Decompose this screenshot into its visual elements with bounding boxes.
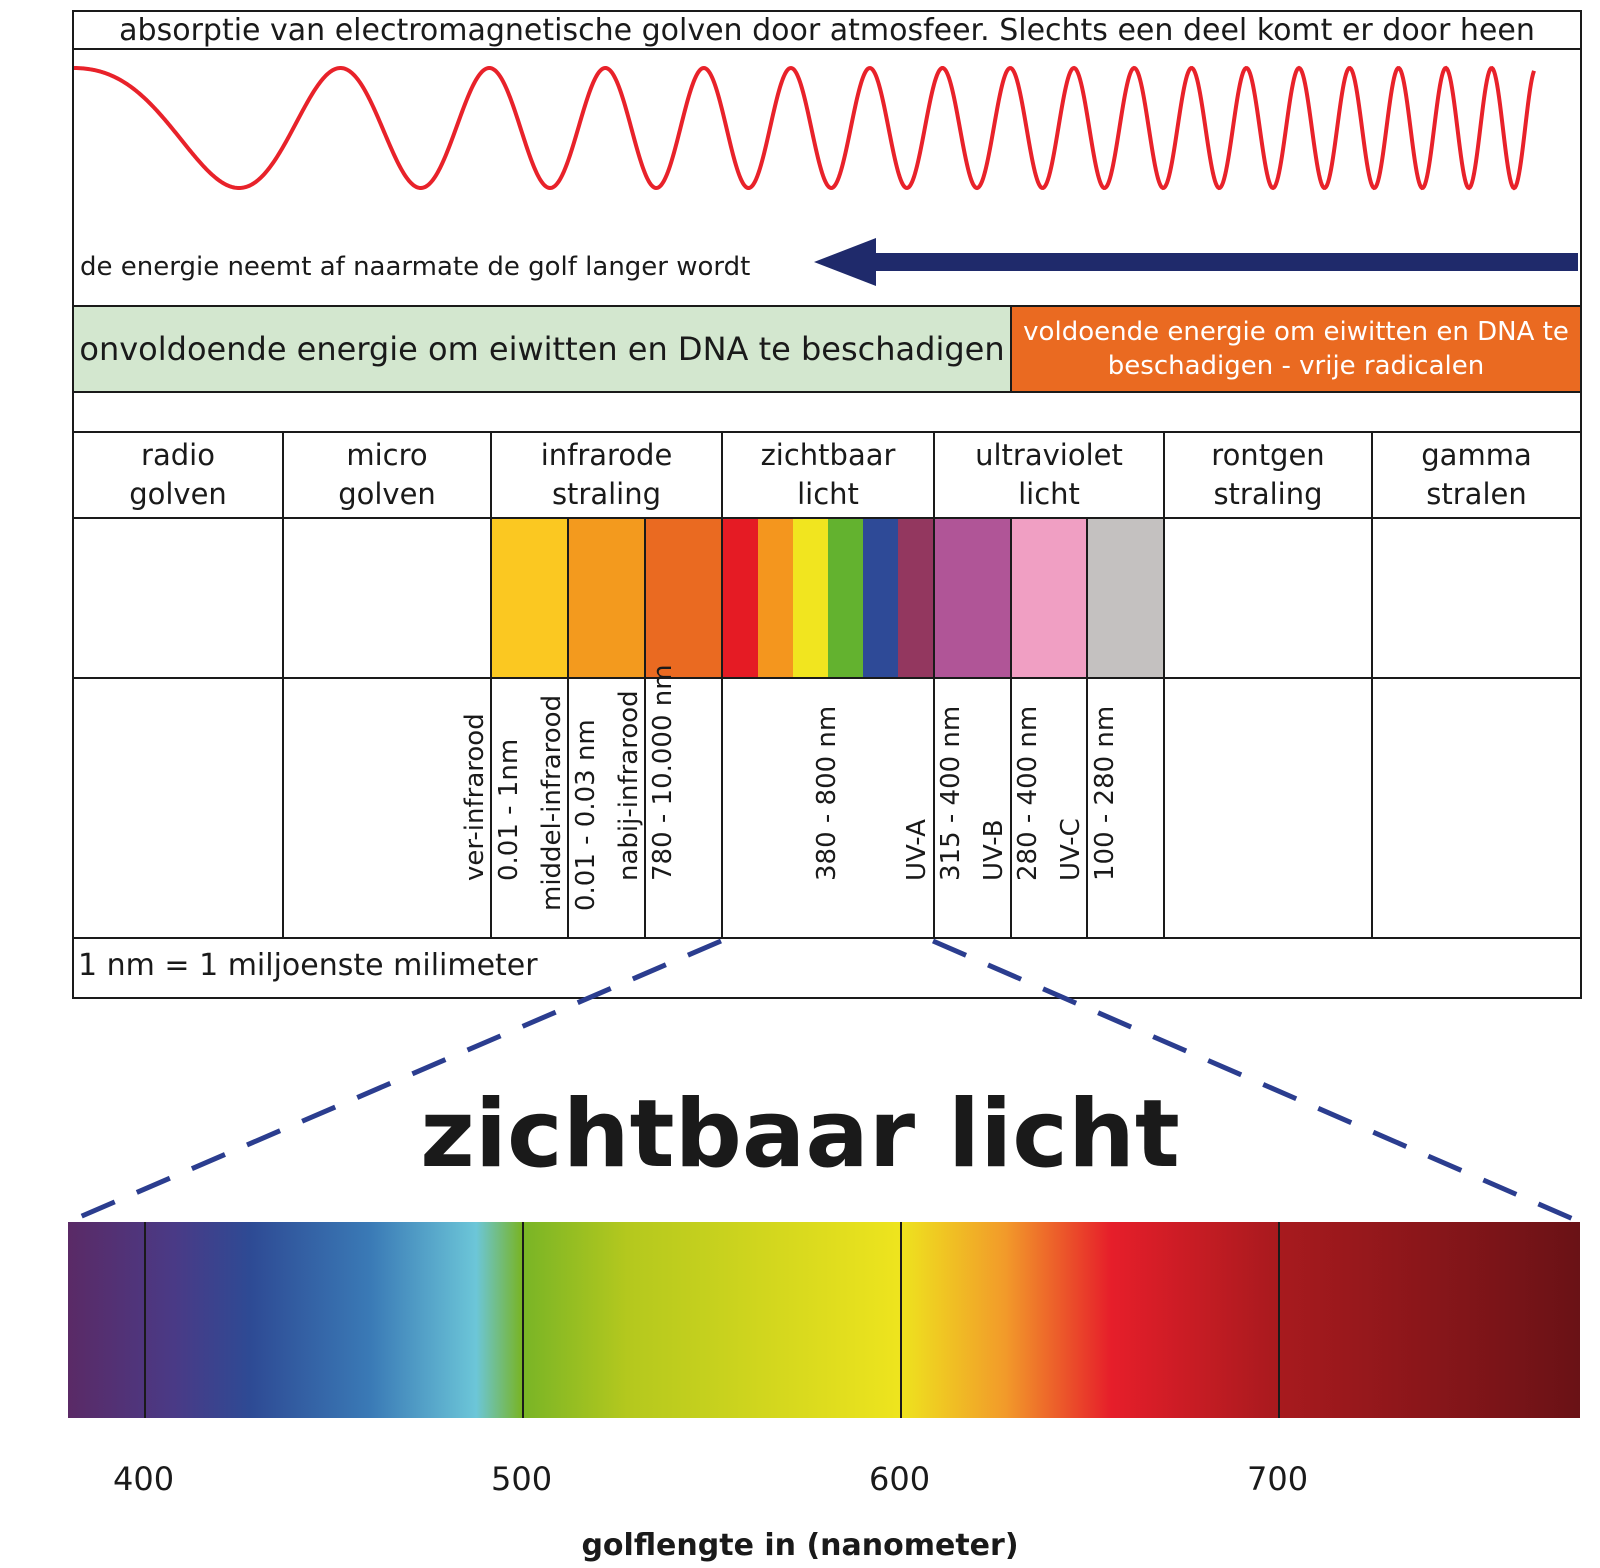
category-visible-line1: zichtbaar xyxy=(760,438,896,472)
spectrum-tick-label: 700 xyxy=(1247,1460,1309,1498)
category-ultraviolet-line2: licht xyxy=(1018,477,1080,511)
swatch-visible-violet xyxy=(898,519,933,677)
insufficient-energy-text: onvoldoende energie om eiwitten en DNA t… xyxy=(79,330,1005,368)
category-radio-line2: golven xyxy=(129,477,227,511)
category-ultraviolet-line1: ultraviolet xyxy=(975,438,1123,472)
subcolumn-divider xyxy=(1010,517,1012,939)
insufficient-energy-band: onvoldoende energie om eiwitten en DNA t… xyxy=(72,305,1012,393)
category-xray-line1: rontgen xyxy=(1211,438,1325,472)
category-gamma-line2: stralen xyxy=(1426,477,1527,511)
category-radio: radio golven xyxy=(74,433,282,517)
swatch-visible-green xyxy=(828,519,863,677)
spectrum-tick xyxy=(1277,1222,1280,1418)
category-xray-line2: straling xyxy=(1213,477,1323,511)
column-divider xyxy=(933,433,935,937)
category-infrared-line2: straling xyxy=(551,477,662,511)
category-micro: micro golven xyxy=(284,433,490,517)
swatch-visible-red xyxy=(723,519,758,677)
diagram-title-text: absorptie van electromagnetische golven … xyxy=(119,13,1535,48)
column-divider xyxy=(282,433,284,937)
sufficient-energy-band: voldoende energie om eiwitten en DNA te … xyxy=(1010,305,1582,393)
spectrum-tick xyxy=(521,1222,524,1418)
wave-illustration xyxy=(74,65,1578,286)
category-micro-line2: golven xyxy=(338,477,436,511)
category-gamma: gamma stralen xyxy=(1373,433,1580,517)
swatch-visible-orange xyxy=(758,519,793,677)
swatch-near-infrared xyxy=(646,519,721,677)
swatch-uvb xyxy=(1012,519,1086,677)
category-radio-line1: radio xyxy=(141,438,215,472)
spectrum-tick-label: 600 xyxy=(869,1460,931,1498)
spectrum-tick-label: 500 xyxy=(491,1460,553,1498)
subcolumn-divider xyxy=(567,517,569,939)
axis-label: golflengte in (nanometer) xyxy=(581,1528,1019,1563)
column-divider xyxy=(721,433,723,937)
swatch-far-infrared xyxy=(492,519,567,677)
category-gamma-line1: gamma xyxy=(1421,438,1532,472)
zoom-title: zichtbaar licht xyxy=(420,1080,1180,1189)
subcolumn-divider xyxy=(644,517,646,939)
swatch-mid-infrared xyxy=(569,519,644,677)
swatch-visible-blue xyxy=(863,519,898,677)
spectrum-tick-label: 400 xyxy=(113,1460,175,1498)
spectrum-tick xyxy=(899,1222,902,1418)
column-divider xyxy=(1371,433,1373,937)
wave-line xyxy=(74,65,1536,191)
category-visible: zichtbaar licht xyxy=(723,433,933,517)
swatch-visible-yellow xyxy=(793,519,828,677)
category-infrared: infrarode straling xyxy=(492,433,721,517)
category-micro-line1: micro xyxy=(346,438,428,472)
arrow-left-icon xyxy=(814,238,876,286)
energy-note: de energie neemt af naarmate de golf lan… xyxy=(80,252,751,282)
footnote: 1 nm = 1 miljoenste milimeter xyxy=(72,937,1582,999)
row-divider xyxy=(74,517,1580,519)
column-divider xyxy=(490,433,492,937)
category-ultraviolet: ultraviolet licht xyxy=(935,433,1163,517)
swatch-uvc xyxy=(1088,519,1163,677)
diagram-title: absorptie van electromagnetische golven … xyxy=(72,10,1582,50)
footnote-text: 1 nm = 1 miljoenste milimeter xyxy=(78,948,538,983)
spectrum-table: radio golven micro golven infrarode stralin… xyxy=(72,431,1582,939)
row-divider xyxy=(74,677,1580,679)
category-infrared-line1: infrarode xyxy=(540,438,673,472)
visible-spectrum-bar xyxy=(68,1222,1580,1418)
spectrum-tick xyxy=(143,1222,146,1418)
swatch-uva xyxy=(935,519,1010,677)
category-visible-line2: licht xyxy=(797,477,859,511)
sufficient-energy-text: voldoende energie om eiwitten en DNA te … xyxy=(1023,317,1569,381)
subcolumn-divider xyxy=(1086,517,1088,939)
column-divider xyxy=(1163,433,1165,937)
category-xray: rontgen straling xyxy=(1165,433,1371,517)
